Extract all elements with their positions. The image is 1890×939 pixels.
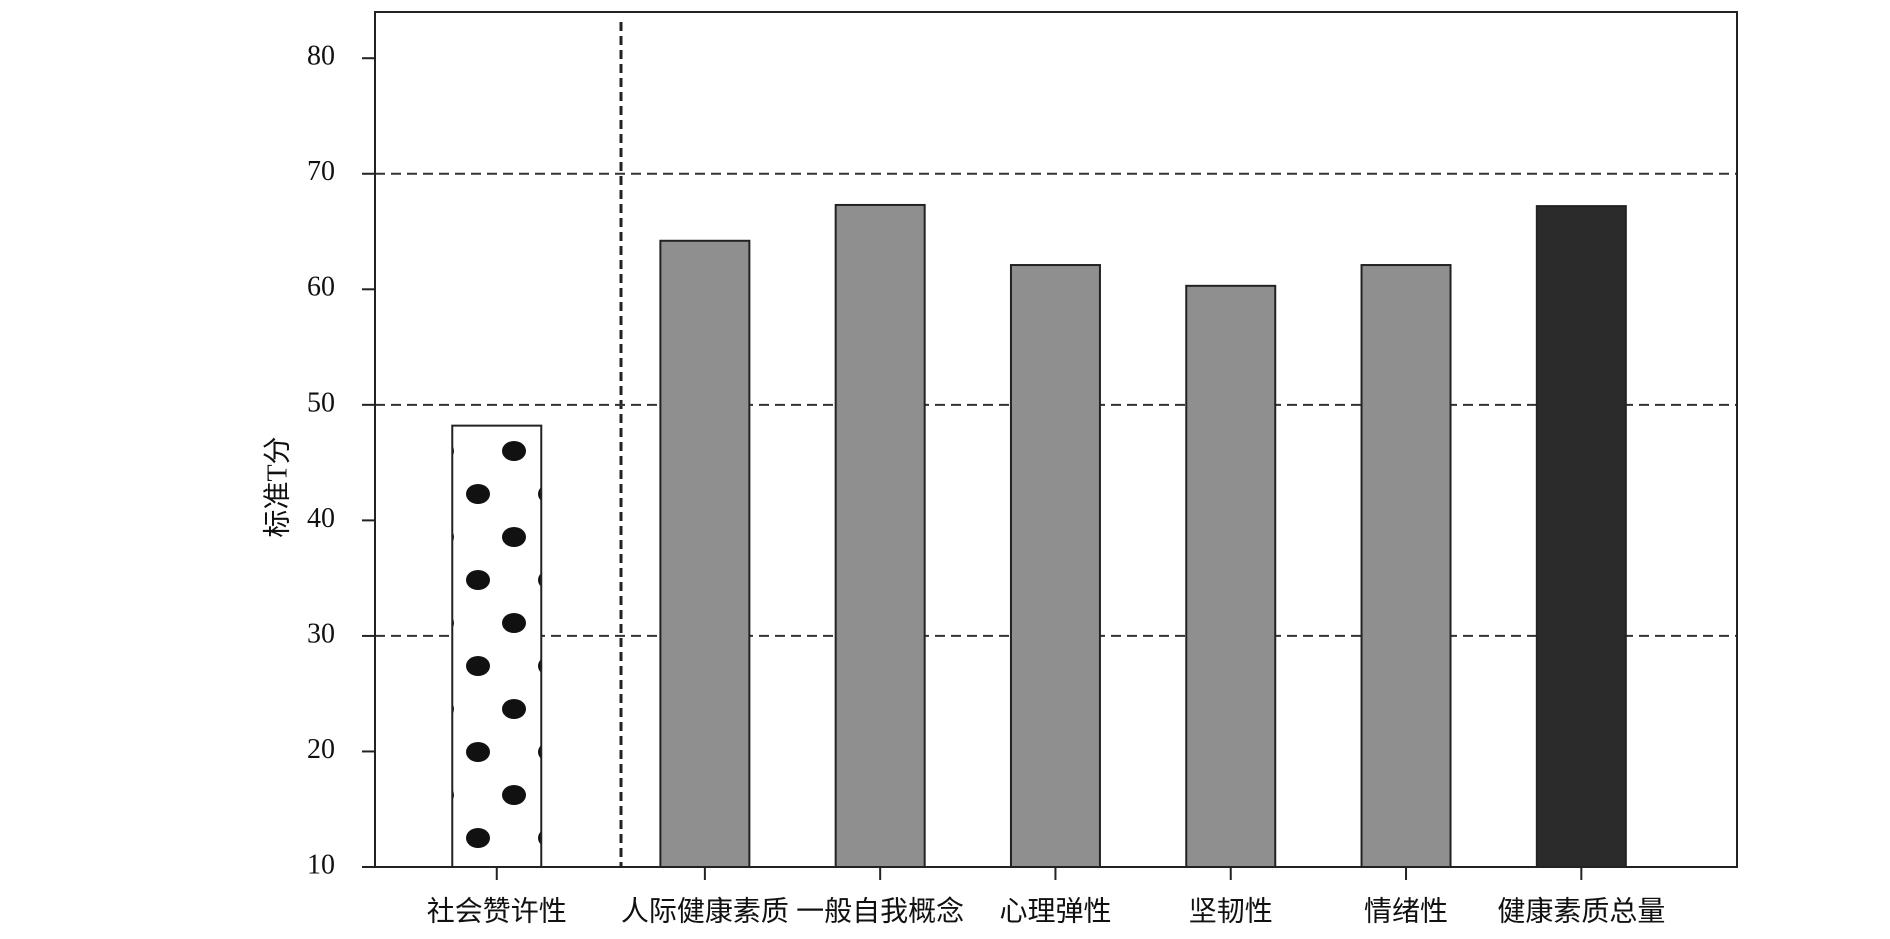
bar xyxy=(451,424,543,868)
y-tick-label: 10 xyxy=(307,849,335,880)
y-tick-label: 30 xyxy=(307,618,335,649)
y-tick-label: 80 xyxy=(307,41,335,72)
bar xyxy=(1185,284,1277,869)
y-tick-label: 50 xyxy=(307,387,335,418)
bar xyxy=(1360,264,1452,868)
x-tick-label: 健康素质总量 xyxy=(1497,895,1665,927)
bar xyxy=(1535,205,1627,869)
x-tick-label: 一般自我概念 xyxy=(796,895,964,927)
x-tick-label: 情绪性 xyxy=(1364,895,1448,927)
x-tick-label: 人际健康素质 xyxy=(621,895,789,927)
y-tick-label: 40 xyxy=(307,503,335,534)
y-tick-label: 20 xyxy=(307,734,335,765)
y-tick-label: 70 xyxy=(307,156,335,187)
x-tick-label: 心理弹性 xyxy=(999,895,1111,927)
y-tick-label: 60 xyxy=(307,272,335,303)
y-axis-label: 标准T分 xyxy=(261,436,293,537)
x-tick-label: 坚韧性 xyxy=(1189,895,1273,927)
bar xyxy=(1009,264,1101,868)
x-tick-label: 社会赞许性 xyxy=(427,895,567,927)
bar xyxy=(659,239,751,868)
plot-frame xyxy=(374,11,1738,868)
bar xyxy=(834,203,926,868)
